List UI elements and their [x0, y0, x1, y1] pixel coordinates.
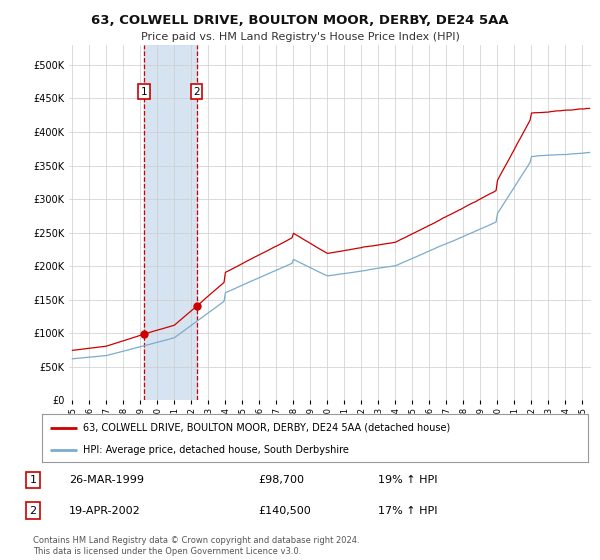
Text: HPI: Average price, detached house, South Derbyshire: HPI: Average price, detached house, Sout…: [83, 445, 349, 455]
Text: Contains HM Land Registry data © Crown copyright and database right 2024.
This d: Contains HM Land Registry data © Crown c…: [33, 536, 359, 556]
Text: 2: 2: [29, 506, 37, 516]
Text: 19% ↑ HPI: 19% ↑ HPI: [378, 475, 437, 485]
Bar: [145, 45, 197, 400]
Text: 1: 1: [29, 475, 37, 485]
Text: 1: 1: [141, 87, 148, 97]
Text: 63, COLWELL DRIVE, BOULTON MOOR, DERBY, DE24 5AA (detached house): 63, COLWELL DRIVE, BOULTON MOOR, DERBY, …: [83, 423, 450, 433]
Text: Price paid vs. HM Land Registry's House Price Index (HPI): Price paid vs. HM Land Registry's House …: [140, 32, 460, 42]
Text: 17% ↑ HPI: 17% ↑ HPI: [378, 506, 437, 516]
Text: £140,500: £140,500: [258, 506, 311, 516]
Text: £98,700: £98,700: [258, 475, 304, 485]
Text: 63, COLWELL DRIVE, BOULTON MOOR, DERBY, DE24 5AA: 63, COLWELL DRIVE, BOULTON MOOR, DERBY, …: [91, 14, 509, 27]
Text: 2: 2: [193, 87, 200, 97]
Text: 19-APR-2002: 19-APR-2002: [69, 506, 141, 516]
Text: 26-MAR-1999: 26-MAR-1999: [69, 475, 144, 485]
